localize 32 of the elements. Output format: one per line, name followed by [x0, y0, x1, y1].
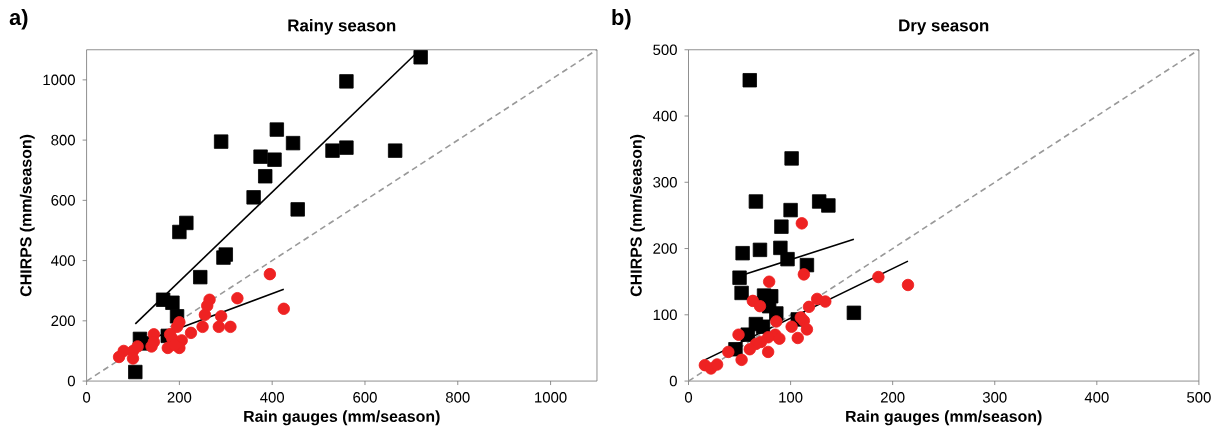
y-tick-label: 500 [653, 44, 677, 56]
y-tick-label: 400 [652, 110, 677, 122]
y-axis-title: CHIRPS (mm/season) [630, 134, 645, 297]
y-tick-label: 600 [51, 195, 75, 206]
y-tick-label: 300 [653, 177, 677, 188]
x-tick-label: 400 [1084, 392, 1109, 403]
x-tick-label: 0 [684, 392, 693, 403]
y-tick-label: 200 [51, 315, 75, 327]
x-tick-label: 300 [982, 392, 1007, 403]
x-tick-label: 1000 [535, 392, 567, 403]
x-tick-label: 400 [260, 392, 285, 403]
y-tick-label: 1000 [43, 74, 75, 86]
x-axis-title: Rain gauges (mm/season) [244, 410, 440, 426]
chart-title: Rainy season [288, 19, 396, 35]
y-tick-label: 800 [51, 134, 75, 146]
x-tick-label: 600 [353, 392, 377, 403]
x-tick-label: 500 [1187, 392, 1211, 403]
text: a) [9, 9, 28, 30]
x-tick-label: 200 [167, 392, 192, 403]
x-tick-label: 100 [779, 392, 803, 403]
y-axis-title: CHIRPS (mm/season) [19, 134, 35, 297]
y-tick-label: 200 [653, 243, 677, 254]
x-tick-label: 800 [445, 392, 470, 403]
y-tick-label: 400 [51, 255, 75, 266]
x-axis-title: Rain gauges (mm/season) [846, 410, 1042, 426]
y-tick-label: 0 [67, 375, 75, 387]
x-tick-label: 0 [83, 392, 91, 403]
chart-title: Dry season [899, 19, 989, 35]
text: b) [612, 9, 631, 30]
y-tick-label: 100 [653, 309, 677, 321]
y-tick-label: 0 [669, 375, 677, 387]
x-tick-label: 200 [880, 392, 905, 403]
